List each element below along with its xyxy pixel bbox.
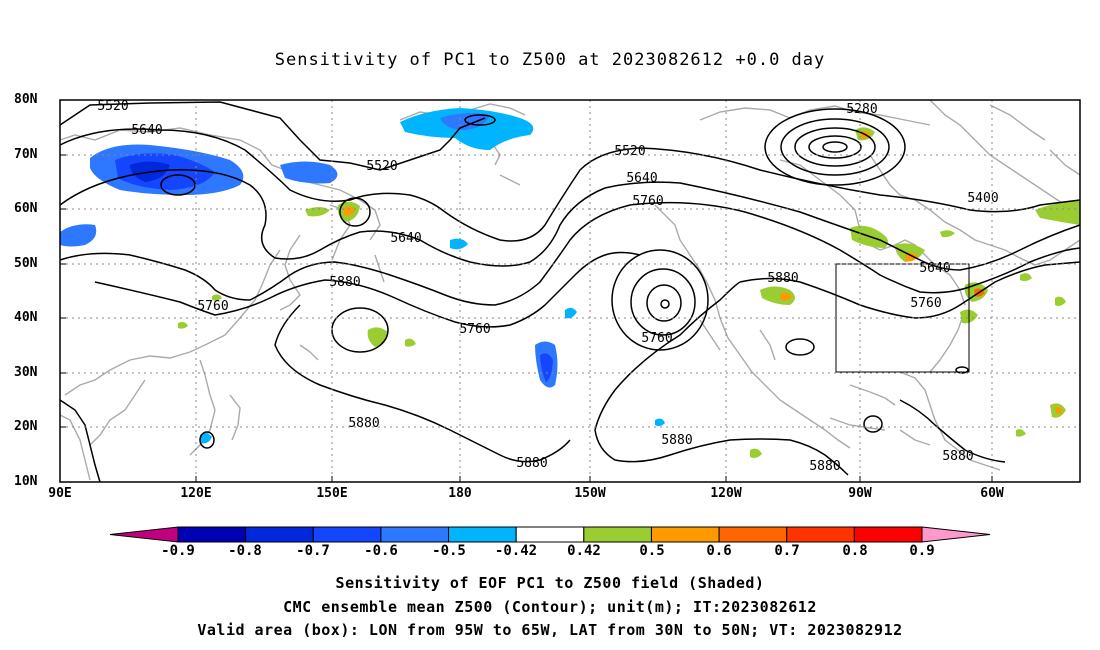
contour-label: 5880 [329,275,360,290]
colorbar-right-triangle [921,526,991,543]
colorbar-label: -0.6 [364,543,398,559]
colorbar-box [448,526,517,543]
colorbar-label: -0.7 [296,543,330,559]
colorbar-box [312,526,382,543]
lat-label: 40N [14,310,38,325]
contour-label: 5880 [661,433,692,448]
colorbar-label: 0.42 [567,543,601,559]
lon-label: 180 [448,486,472,501]
colorbar-box [718,526,788,543]
contour-label: 5520 [366,159,397,174]
plot-frame [59,99,1081,483]
contour-label: 5880 [348,416,379,431]
lat-label: 10N [14,474,38,489]
colorbar-left-triangle [109,526,179,543]
colorbar-label: -0.5 [432,543,466,559]
plot-title: Sensitivity of PC1 to Z500 at 2023082612… [274,50,826,70]
colorbar-box [515,526,585,543]
lon-label: 60W [980,486,1004,501]
contour-label: 5520 [614,144,645,159]
colorbar-label: 0.8 [842,543,868,559]
graticule [60,100,1080,482]
colorbar-label: -0.42 [494,543,538,559]
lat-label: 80N [14,92,38,107]
lat-label: 30N [14,365,38,380]
lat-label: 20N [14,419,38,434]
contour-label: 5880 [942,449,973,464]
lat-label: 60N [14,201,38,216]
contour-label: 5760 [197,299,228,314]
colorbar-box [583,526,652,543]
colorbar-label: 0.7 [774,543,800,559]
contour-label: 5880 [516,456,547,471]
colorbar-box [786,526,855,543]
contour-label: 5760 [632,194,663,209]
caption-line-1: Sensitivity of EOF PC1 to Z500 field (Sh… [335,574,765,592]
colorbar-label: 0.9 [909,543,935,559]
contour-label: 5640 [626,171,657,186]
contour-label: 5640 [131,123,162,138]
lon-label: 120E [180,486,212,501]
colorbar-box [853,526,923,543]
lon-label: 150W [574,486,606,501]
lon-label: 90E [48,486,72,501]
contour-label: 5760 [641,331,672,346]
colorbar-label: -0.9 [161,543,195,559]
contour-label: 5640 [919,261,950,276]
contour-label: 5520 [97,99,128,114]
lon-label: 150E [316,486,348,501]
contour-label: 5760 [910,296,941,311]
colorbar-box [245,526,314,543]
colorbar-box [177,526,247,543]
contour-label: 5880 [767,271,798,286]
lat-label: 50N [14,256,38,271]
lat-label: 70N [14,147,38,162]
colorbar [109,526,991,543]
colorbar-box [650,526,720,543]
caption-line-3: Valid area (box): LON from 95W to 65W, L… [197,621,903,639]
caption-line-2: CMC ensemble mean Z500 (Contour); unit(m… [283,598,817,616]
colorbar-label: 0.5 [639,543,665,559]
axis-ticks [59,99,993,483]
contour-label: 5760 [459,322,490,337]
colorbar-label: 0.6 [706,543,732,559]
contour-labels: 5520 5640 5520 5640 5760 5880 5760 5280 … [97,99,998,474]
colorbar-box [380,526,450,543]
contour-label: 5640 [390,231,421,246]
colorbar-label: -0.8 [228,543,262,559]
z500-contours [59,101,1081,483]
lon-label: 120W [710,486,742,501]
contour-label: 5400 [967,191,998,206]
contour-label: 5880 [809,459,840,474]
contour-label: 5280 [846,102,877,117]
lon-label: 90W [848,486,872,501]
